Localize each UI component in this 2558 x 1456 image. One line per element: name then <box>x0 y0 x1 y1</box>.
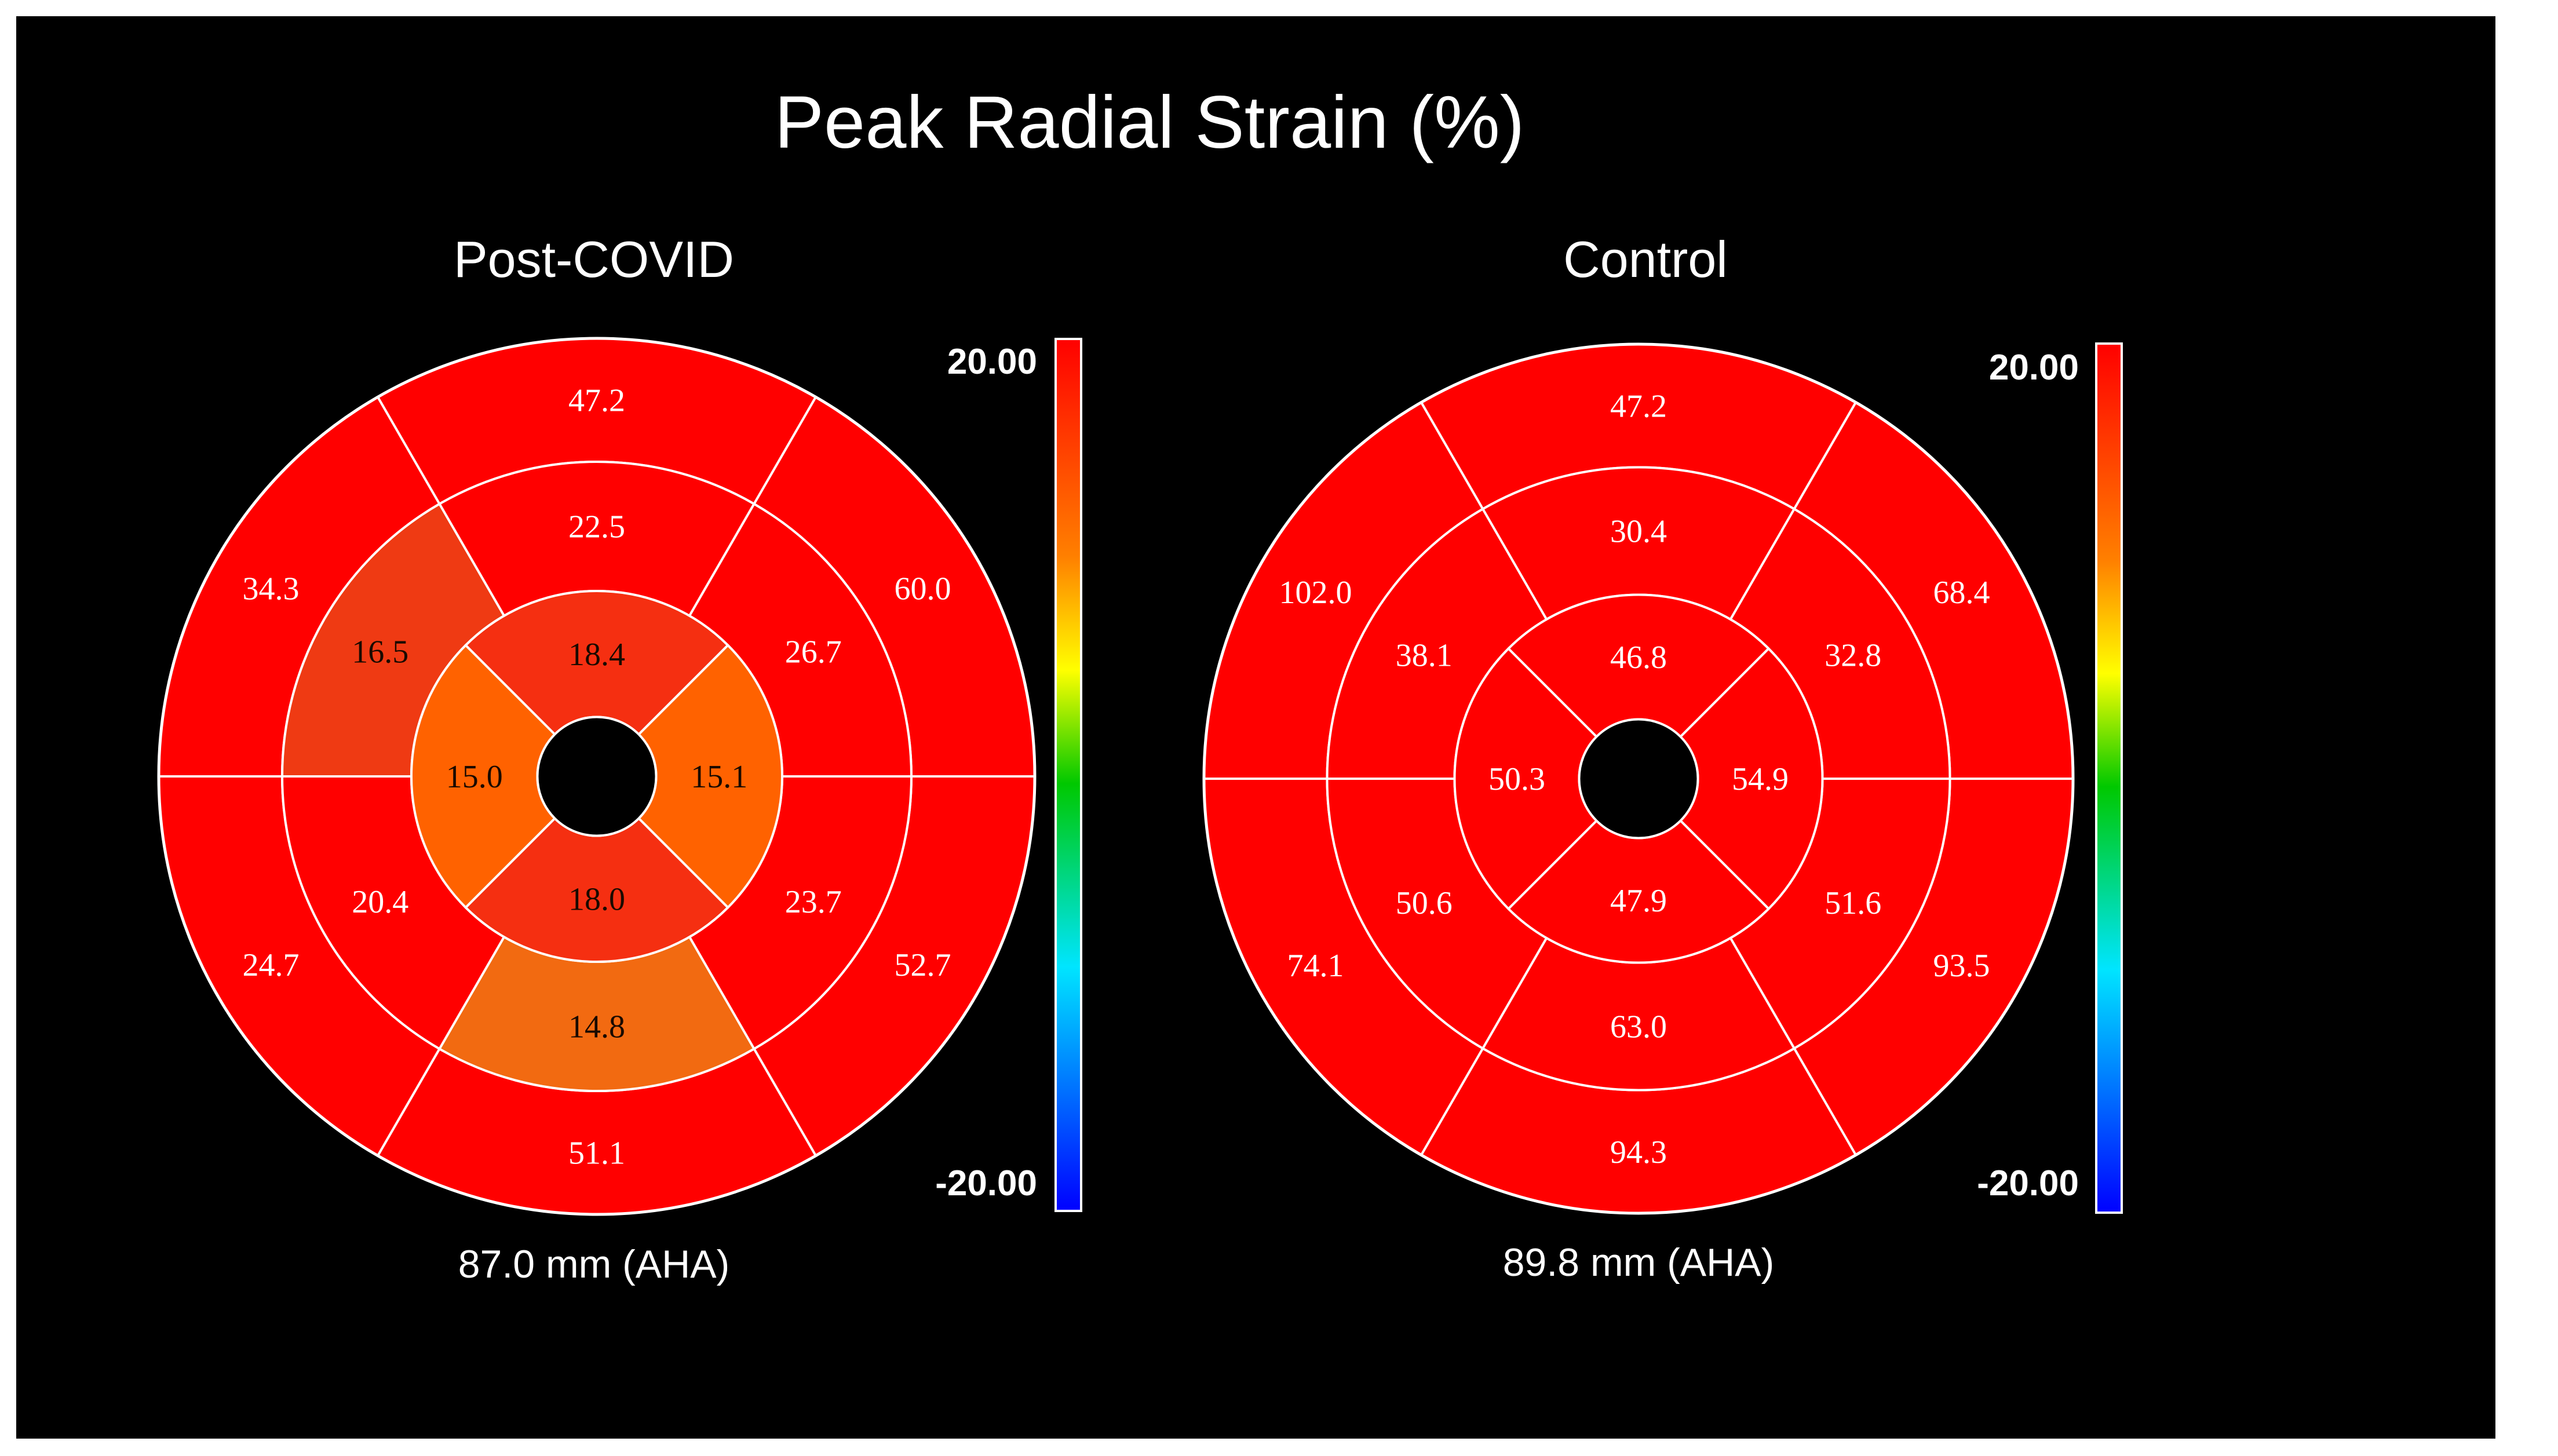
basal-segment-value: 34.3 <box>243 571 300 607</box>
colorbar-min-label: -20.00 <box>1977 1163 2079 1203</box>
apical-segment-value: 47.9 <box>1610 883 1667 919</box>
mid-segment-value: 23.7 <box>785 884 842 920</box>
bullseye-control: 47.2 68.4 93.5 94.3 74.1 102.0 30.4 32.8 51.6 63.… <box>1202 342 2075 1215</box>
panel-control: Control 47.2 68.4 93.5 94.3 74.1 102.0 30.4 32.… <box>1202 231 2123 1285</box>
apex-center-hole <box>1578 718 1699 840</box>
basal-segment-value: 94.3 <box>1610 1134 1667 1170</box>
mid-segment-value: 26.7 <box>785 634 842 670</box>
basal-segment-value: 51.1 <box>568 1136 625 1172</box>
figure-title: Peak Radial Strain (%) <box>775 81 1525 164</box>
panel-title-control: Control <box>1563 231 1728 288</box>
basal-segment-value: 47.2 <box>568 383 625 419</box>
bullseye-outline <box>157 337 1037 1216</box>
colorbar-post-covid: 20.00 -20.00 <box>935 338 1082 1212</box>
bullseye-outline <box>1202 342 2075 1215</box>
mid-segment-value: 32.8 <box>1824 637 1881 673</box>
basal-segment-value: 47.2 <box>1610 388 1667 424</box>
basal-segment-value: 24.7 <box>243 947 300 983</box>
footer-post-covid: 87.0 mm (AHA) <box>458 1242 730 1286</box>
footer-control: 89.8 mm (AHA) <box>1503 1240 1775 1285</box>
basal-segment-value: 68.4 <box>1933 575 1990 611</box>
mid-segment-value: 63.0 <box>1610 1009 1667 1045</box>
apical-segment-value: 18.0 <box>568 881 625 917</box>
mid-segment-value: 20.4 <box>352 884 408 920</box>
mid-segment-value: 50.6 <box>1396 885 1453 921</box>
basal-segment-value: 74.1 <box>1287 948 1344 984</box>
colorbar-max-label: 20.00 <box>1989 348 2079 388</box>
apical-segment-value: 50.3 <box>1488 761 1545 797</box>
apical-segment-value: 46.8 <box>1610 640 1667 676</box>
apical-segment-value: 15.0 <box>446 759 503 795</box>
apical-segment-value: 54.9 <box>1732 761 1789 797</box>
basal-segment-value: 93.5 <box>1933 948 1990 984</box>
apical-segment-value: 18.4 <box>568 637 625 673</box>
colorbar-gradient <box>1054 338 1082 1212</box>
mid-segment-value: 38.1 <box>1396 637 1453 673</box>
apical-segment-value: 15.1 <box>691 759 747 795</box>
basal-segment-value: 60.0 <box>894 571 951 607</box>
mid-segment-value: 16.5 <box>352 634 408 670</box>
bullseye-post-covid: 47.2 60.0 52.7 51.1 24.7 34.3 22.5 26.7 23.7 14.8… <box>157 337 1037 1216</box>
colorbar-min-label: -20.00 <box>935 1163 1037 1203</box>
colorbar-max-label: 20.00 <box>947 342 1037 382</box>
colorbar-control: 20.00 -20.00 <box>1977 342 2123 1214</box>
mid-segment-value: 30.4 <box>1610 514 1667 550</box>
panel-title-post-covid: Post-COVID <box>454 231 734 288</box>
panel-post-covid: Post-COVID 47.2 60.0 52.7 51.1 24.7 34.3 22.5 2… <box>157 231 1082 1286</box>
mid-segment-value: 51.6 <box>1824 885 1881 921</box>
mid-segment-value: 14.8 <box>568 1009 625 1045</box>
apex-center-hole <box>536 716 658 837</box>
mid-segment-value: 22.5 <box>568 509 625 545</box>
basal-segment-value: 52.7 <box>894 947 951 983</box>
colorbar-gradient <box>2095 342 2123 1214</box>
basal-segment-value: 102.0 <box>1279 575 1352 611</box>
